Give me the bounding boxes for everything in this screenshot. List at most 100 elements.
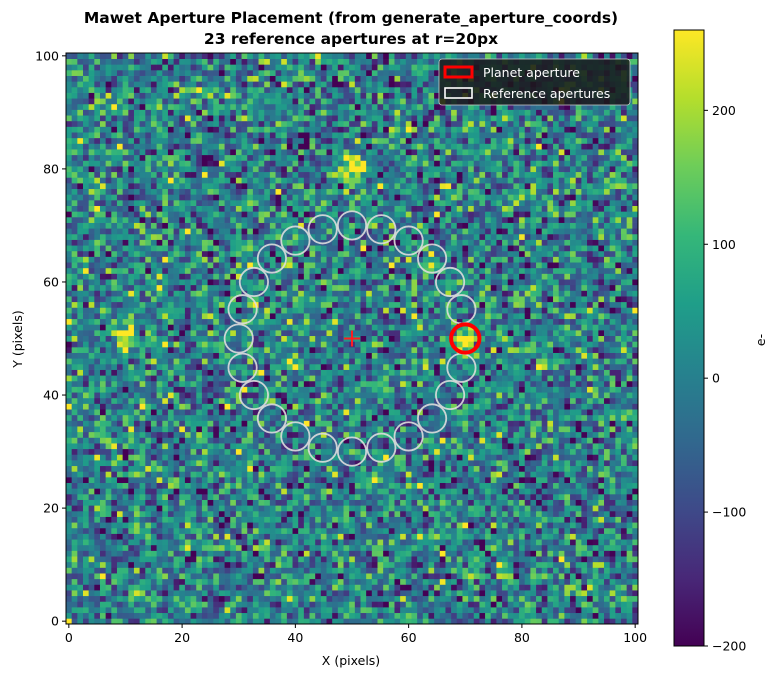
heatmap-pixel	[604, 556, 611, 563]
heatmap-pixel	[388, 618, 395, 625]
heatmap-pixel	[337, 409, 344, 416]
heatmap-pixel	[167, 533, 174, 540]
heatmap-pixel	[230, 516, 237, 523]
heatmap-pixel	[558, 493, 565, 500]
heatmap-pixel	[468, 386, 475, 393]
heatmap-pixel	[298, 561, 305, 568]
heatmap-pixel	[479, 590, 486, 597]
heatmap-pixel	[388, 397, 395, 404]
heatmap-pixel	[434, 431, 441, 438]
heatmap-pixel	[224, 380, 231, 387]
heatmap-pixel	[167, 595, 174, 602]
heatmap-pixel	[456, 573, 463, 580]
heatmap-pixel	[218, 454, 225, 461]
heatmap-pixel	[252, 465, 259, 472]
heatmap-pixel	[201, 550, 208, 557]
heatmap-pixel	[524, 499, 531, 506]
heatmap-pixel	[122, 403, 129, 410]
heatmap-pixel	[190, 409, 197, 416]
heatmap-pixel	[320, 607, 327, 614]
heatmap-pixel	[547, 375, 554, 382]
heatmap-pixel	[575, 482, 582, 489]
heatmap-pixel	[451, 420, 458, 427]
heatmap-pixel	[320, 358, 327, 365]
heatmap-pixel	[292, 482, 299, 489]
heatmap-pixel	[309, 590, 316, 597]
heatmap-pixel	[116, 477, 123, 484]
heatmap-pixel	[99, 420, 106, 427]
heatmap-pixel	[456, 454, 463, 461]
heatmap-pixel	[570, 386, 577, 393]
heatmap-pixel	[66, 584, 73, 591]
heatmap-pixel	[360, 488, 367, 495]
heatmap-pixel	[264, 595, 271, 602]
heatmap-pixel	[230, 477, 237, 484]
heatmap-pixel	[490, 618, 497, 625]
heatmap-pixel	[581, 363, 588, 370]
heatmap-pixel	[592, 346, 599, 353]
heatmap-pixel	[428, 522, 435, 529]
heatmap-pixel	[553, 578, 560, 585]
heatmap-pixel	[621, 471, 628, 478]
heatmap-pixel	[184, 380, 191, 387]
heatmap-pixel	[496, 443, 503, 450]
heatmap-pixel	[496, 618, 503, 625]
heatmap-pixel	[428, 539, 435, 546]
heatmap-pixel	[388, 352, 395, 359]
heatmap-pixel	[111, 607, 118, 614]
heatmap-pixel	[581, 488, 588, 495]
heatmap-pixel	[241, 527, 248, 534]
heatmap-pixel	[632, 493, 639, 500]
heatmap-pixel	[286, 527, 293, 534]
heatmap-pixel	[383, 369, 390, 376]
heatmap-pixel	[541, 556, 548, 563]
heatmap-pixel	[626, 493, 633, 500]
heatmap-pixel	[116, 612, 123, 619]
heatmap-pixel	[235, 471, 242, 478]
heatmap-pixel	[428, 482, 435, 489]
heatmap-pixel	[337, 437, 344, 444]
heatmap-pixel	[82, 431, 89, 438]
heatmap-pixel	[303, 341, 310, 348]
heatmap-pixel	[524, 375, 531, 382]
heatmap-pixel	[428, 352, 435, 359]
heatmap-pixel	[298, 358, 305, 365]
heatmap-pixel	[451, 567, 458, 574]
heatmap-pixel	[320, 397, 327, 404]
heatmap-pixel	[99, 522, 106, 529]
heatmap-pixel	[575, 612, 582, 619]
heatmap-pixel	[337, 539, 344, 546]
heatmap-pixel	[213, 607, 220, 614]
heatmap-pixel	[298, 471, 305, 478]
heatmap-pixel	[179, 618, 186, 625]
heatmap-pixel	[632, 482, 639, 489]
heatmap-pixel	[258, 522, 265, 529]
heatmap-pixel	[292, 516, 299, 523]
heatmap-pixel	[519, 601, 526, 608]
heatmap-pixel	[179, 375, 186, 382]
heatmap-pixel	[479, 369, 486, 376]
heatmap-pixel	[218, 352, 225, 359]
heatmap-pixel	[473, 612, 480, 619]
heatmap-pixel	[570, 612, 577, 619]
heatmap-pixel	[116, 527, 123, 534]
heatmap-pixel	[196, 544, 203, 551]
heatmap-pixel	[541, 573, 548, 580]
heatmap-pixel	[320, 403, 327, 410]
heatmap-pixel	[547, 493, 554, 500]
heatmap-pixel	[241, 409, 248, 416]
heatmap-pixel	[230, 358, 237, 365]
heatmap-pixel	[422, 437, 429, 444]
heatmap-pixel	[292, 380, 299, 387]
heatmap-pixel	[173, 561, 180, 568]
heatmap-pixel	[213, 403, 220, 410]
heatmap-pixel	[326, 437, 333, 444]
heatmap-pixel	[349, 363, 356, 370]
heatmap-pixel	[530, 460, 537, 467]
heatmap-pixel	[281, 454, 288, 461]
heatmap-pixel	[128, 522, 135, 529]
heatmap-pixel	[394, 420, 401, 427]
heatmap-pixel	[366, 556, 373, 563]
heatmap-pixel	[71, 437, 78, 444]
heatmap-pixel	[281, 358, 288, 365]
